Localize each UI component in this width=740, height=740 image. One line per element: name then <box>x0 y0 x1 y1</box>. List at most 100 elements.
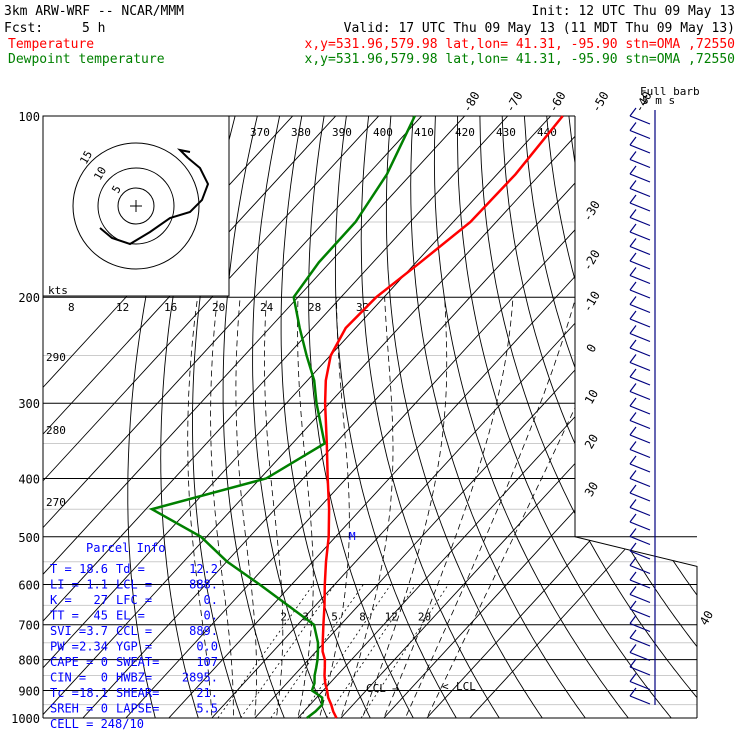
isotherm-label: 10 <box>582 387 601 407</box>
parcel-row-label-right: LFC = <box>116 593 152 607</box>
pressure-tick-label: 100 <box>18 110 40 124</box>
parcel-row-value-left: 45 <box>94 609 108 623</box>
ccl-arrow: → <box>392 682 399 695</box>
mixing-ratio-label: 20 <box>418 611 431 624</box>
isotherm-label: -80 <box>460 89 483 115</box>
wind-barb-flag <box>629 383 637 392</box>
hodograph-speed-label: 32 <box>356 301 369 314</box>
wind-barb <box>629 419 651 430</box>
forecast-hour: 5 h <box>82 21 105 36</box>
pressure-tick-label: 400 <box>18 472 40 486</box>
wind-barb-flag <box>629 209 637 218</box>
theta-label: 410 <box>414 126 434 139</box>
parcel-row-label-left: LI = <box>50 578 79 592</box>
wind-barb <box>629 289 651 299</box>
isotherm-line <box>43 116 478 718</box>
wind-barb-flag <box>629 499 637 508</box>
wind-barb-flag <box>629 484 637 494</box>
wind-barb <box>629 622 651 633</box>
dry-adiabat-line <box>410 116 596 718</box>
isotherm-line <box>156 116 697 718</box>
parcel-row-value-right: 107 <box>196 655 218 669</box>
wind-barb-flag <box>629 151 637 160</box>
pressure-tick-label: 200 <box>18 291 40 305</box>
isotherm-line <box>199 116 697 718</box>
wind-barb-flag <box>629 586 637 595</box>
wind-barb-flag <box>629 368 637 378</box>
wind-barb-flag <box>629 252 637 262</box>
mixing-ratio-label: 5 <box>331 611 338 624</box>
hodograph-units: kts <box>48 284 68 297</box>
parcel-row-label-right: YGP = <box>116 640 152 654</box>
parcel-row-value-right: 12.2 <box>189 562 218 576</box>
parcel-row-label-left: K = <box>50 593 72 607</box>
dry-adiabat-line <box>501 116 697 718</box>
isotherm-label: 0 <box>584 342 600 355</box>
isotherm-line <box>43 116 349 718</box>
parcel-row-label-right: SWEAT= <box>116 655 159 669</box>
moist-adiabat-line <box>285 297 314 718</box>
dry-adiabat-line <box>433 116 639 718</box>
parcel-row-label-right: CCL = <box>116 624 152 638</box>
mixing-ratio-line <box>326 584 417 718</box>
dewpoint-legend-label: Dewpoint temperature <box>8 52 165 67</box>
moist-adiabat-line <box>235 297 257 718</box>
ccl-marker: CCL <box>366 682 386 695</box>
moist-adiabat-line <box>210 297 234 718</box>
wind-barb-flag <box>629 296 637 305</box>
wind-barb-flag <box>629 528 637 537</box>
dry-adiabat-line <box>222 116 290 718</box>
dry-adiabat-line <box>385 116 552 718</box>
wind-barb <box>629 463 651 473</box>
hodograph-trace <box>99 157 210 246</box>
parcel-row-value-right: 0. <box>204 593 218 607</box>
moist-adiabat-line <box>371 297 514 718</box>
hodograph-speed-label: 24 <box>260 301 274 314</box>
wind-barb-flag <box>629 412 637 421</box>
parcel-row-value-right: 2895. <box>182 671 218 685</box>
theta-label: 390 <box>332 126 352 139</box>
parcel-info-panel: Parcel Info T = 18.6 Td = 12.2 LI = 1.1 LCL = 8… <box>50 541 218 731</box>
wind-barb <box>629 550 651 560</box>
wind-barb <box>629 376 651 386</box>
isotherm-line <box>457 116 697 718</box>
wind-barb <box>629 680 651 691</box>
wind-barb-flag <box>629 107 637 117</box>
theta-label: 370 <box>250 126 270 139</box>
parcel-row-value-right: 5.5 <box>196 702 218 716</box>
dry-adiabat-line <box>192 116 247 718</box>
dry-adiabat-line <box>127 116 192 718</box>
moist-adiabat-line <box>328 297 394 718</box>
wind-barb <box>629 579 651 589</box>
wind-barb-flag <box>629 267 637 276</box>
isotherm-line <box>371 116 697 718</box>
forecast-label: Fcst: <box>4 21 43 36</box>
isotherm-line <box>285 116 697 718</box>
wind-barb <box>629 361 651 372</box>
wind-barb <box>629 535 651 546</box>
hodograph-ring-5 <box>117 187 155 225</box>
pressure-tick-label: 900 <box>18 684 40 698</box>
init-time: Init: 12 UTC Thu 09 May 13 <box>532 4 736 19</box>
dry-adiabat-line <box>479 116 697 718</box>
theta-left-label: 270 <box>46 496 66 509</box>
temperature-location: x,y=531.96,579.98 lat,lon= 41.31, -95.90… <box>305 37 735 52</box>
lcl-marker: LCL <box>456 680 476 693</box>
model-title: 3km ARW-WRF -- NCAR/MMM <box>4 4 184 19</box>
dry-adiabat-line <box>308 116 421 718</box>
wind-barb <box>629 593 651 604</box>
wind-barb <box>629 390 651 401</box>
mixing-ratio-label: 12 <box>385 611 398 624</box>
right-axis-line-lower <box>574 536 698 718</box>
dry-adiabat-line <box>590 116 697 718</box>
wind-barb <box>629 448 651 459</box>
dry-adiabat-line <box>160 116 214 718</box>
wind-barb <box>629 245 651 256</box>
mixing-ratio-line <box>299 584 392 718</box>
parcel-row-value-right: 889. <box>189 624 218 638</box>
wind-barb <box>629 637 651 647</box>
pressure-axis-labels: 100 200 300 400 500 600 700 800 900 1000 <box>11 110 40 726</box>
mixing-ratio-line <box>270 584 364 718</box>
wind-barb-flag <box>629 310 637 320</box>
hodograph-ring-label-15: 15 <box>77 149 95 167</box>
